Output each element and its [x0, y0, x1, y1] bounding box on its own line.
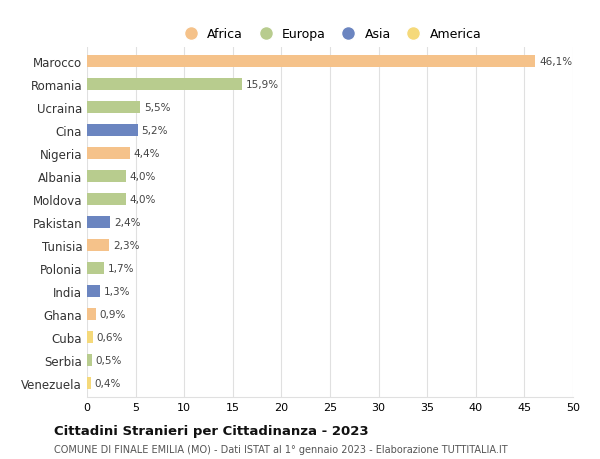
Text: 15,9%: 15,9%: [245, 80, 278, 90]
Text: 0,5%: 0,5%: [96, 355, 122, 365]
Text: 0,4%: 0,4%: [95, 378, 121, 388]
Text: 2,3%: 2,3%: [113, 241, 140, 251]
Bar: [87, 377, 91, 390]
Text: COMUNE DI FINALE EMILIA (MO) - Dati ISTAT al 1° gennaio 2023 - Elaborazione TUTT: COMUNE DI FINALE EMILIA (MO) - Dati ISTA…: [54, 444, 508, 454]
Text: 46,1%: 46,1%: [539, 57, 572, 67]
Bar: [87, 285, 100, 298]
Text: 4,0%: 4,0%: [130, 172, 156, 182]
Text: Cittadini Stranieri per Cittadinanza - 2023: Cittadini Stranieri per Cittadinanza - 2…: [54, 425, 368, 437]
Bar: [87, 78, 242, 91]
Bar: [87, 239, 109, 252]
Text: 5,5%: 5,5%: [145, 103, 171, 113]
Legend: Africa, Europa, Asia, America: Africa, Europa, Asia, America: [173, 23, 487, 46]
Text: 5,2%: 5,2%: [142, 126, 168, 136]
Text: 2,4%: 2,4%: [114, 218, 141, 228]
Bar: [87, 56, 535, 68]
Text: 0,6%: 0,6%: [97, 332, 123, 342]
Bar: [87, 354, 92, 367]
Text: 1,7%: 1,7%: [107, 263, 134, 274]
Bar: [87, 262, 104, 275]
Bar: [87, 101, 140, 114]
Text: 0,9%: 0,9%: [100, 309, 126, 319]
Bar: [87, 193, 126, 206]
Bar: [87, 216, 110, 229]
Text: 1,3%: 1,3%: [104, 286, 130, 297]
Bar: [87, 331, 93, 344]
Bar: [87, 170, 126, 183]
Bar: [87, 308, 96, 321]
Text: 4,0%: 4,0%: [130, 195, 156, 205]
Text: 4,4%: 4,4%: [134, 149, 160, 159]
Bar: [87, 147, 130, 160]
Bar: [87, 124, 137, 137]
